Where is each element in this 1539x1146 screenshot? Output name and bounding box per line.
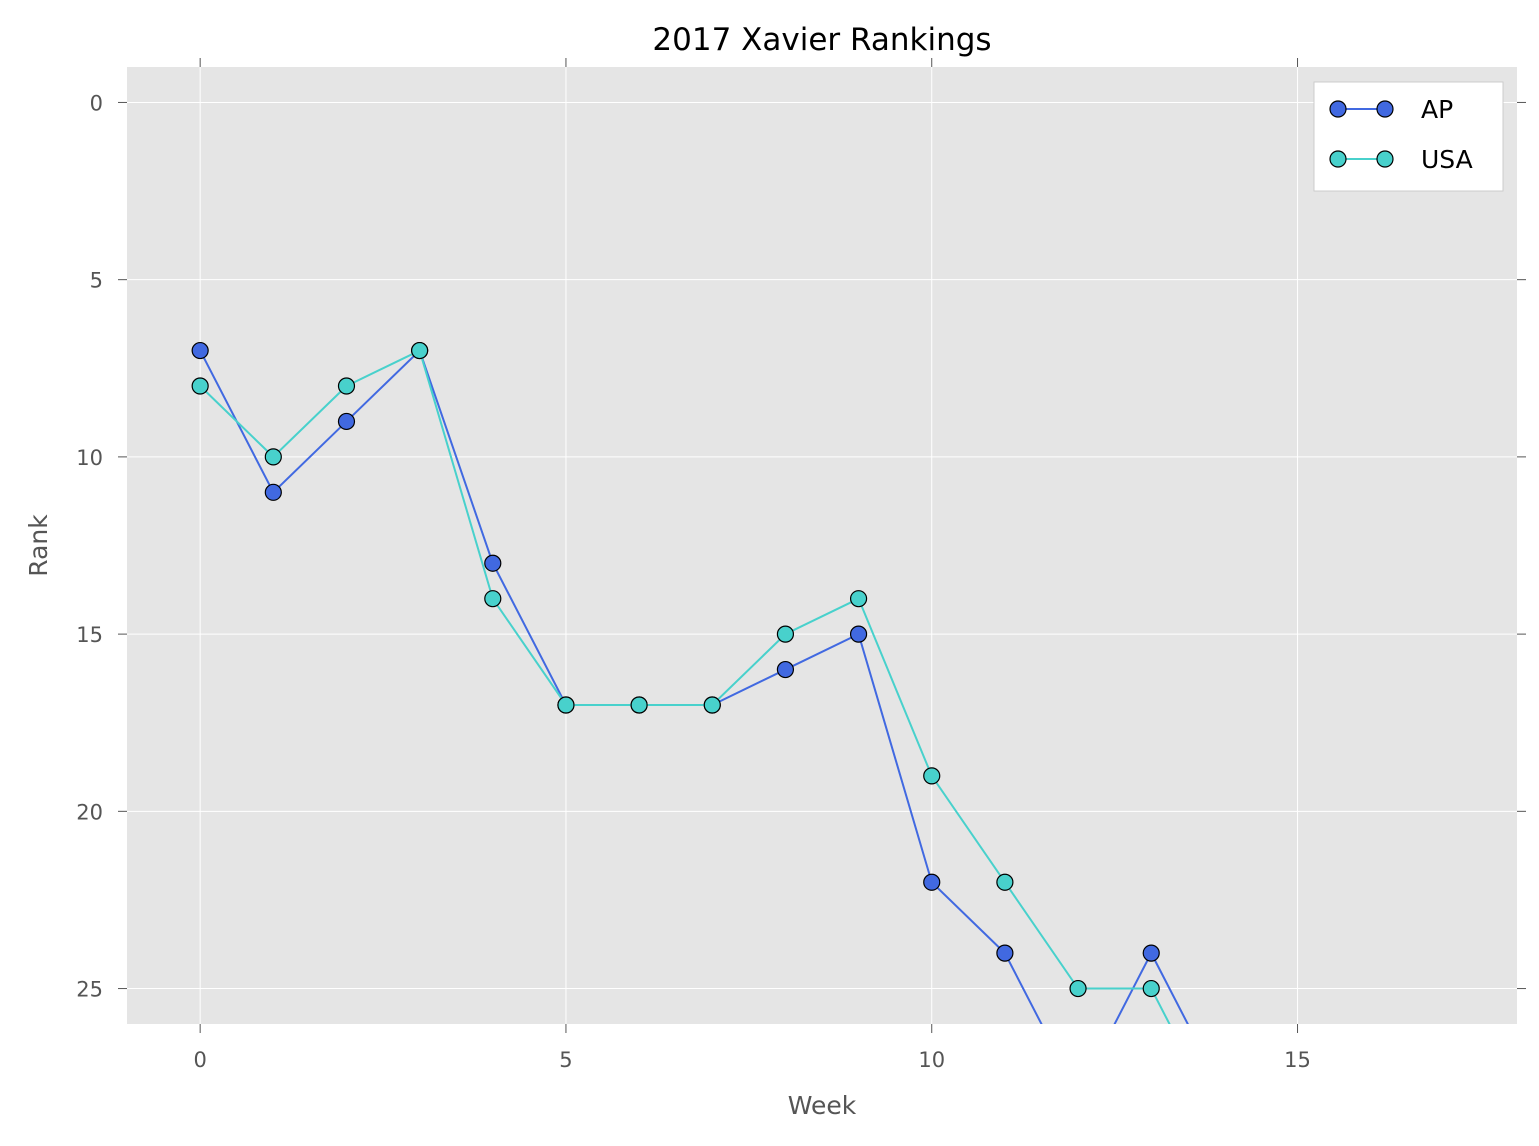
y-tick-label: 15 — [76, 623, 103, 647]
legend-marker — [1376, 100, 1394, 118]
data-point-usa — [557, 696, 575, 714]
series-usa — [191, 341, 1232, 1138]
data-point-usa — [630, 696, 648, 714]
data-point-ap — [1142, 944, 1160, 962]
legend-label: AP — [1421, 95, 1453, 124]
y-axis-label: Rank — [24, 514, 53, 577]
grid-lines — [127, 67, 1517, 1024]
data-point-usa — [703, 696, 721, 714]
data-point-usa — [264, 448, 282, 466]
x-axis-label: Week — [788, 1091, 857, 1120]
data-point-ap — [337, 412, 356, 431]
legend-item-usa: USA — [1329, 145, 1473, 174]
data-point-ap — [776, 660, 795, 679]
y-tick-label: 25 — [76, 978, 103, 1002]
data-point-usa — [776, 625, 795, 643]
y-tick-label: 0 — [90, 91, 103, 115]
data-point-ap — [264, 483, 282, 501]
data-point-usa — [996, 873, 1014, 891]
data-point-usa — [337, 377, 356, 395]
chart-title: 2017 Xavier Rankings — [652, 22, 991, 58]
x-tick-label: 5 — [559, 1048, 572, 1072]
data-point-usa — [849, 590, 868, 608]
data-point-usa — [411, 341, 429, 360]
data-point-ap — [191, 341, 209, 360]
axis-ticks: 0 5 10 15 0 5 10 15 20 25 — [76, 58, 1526, 1072]
x-tick-label: 10 — [918, 1048, 945, 1072]
data-point-ap — [923, 873, 941, 891]
chart-legend: AP USA — [1313, 81, 1504, 192]
data-point-ap — [484, 554, 502, 572]
legend-box — [1313, 81, 1504, 192]
data-point-usa — [1216, 1122, 1232, 1138]
x-tick-label: 0 — [193, 1048, 206, 1072]
data-point-usa — [484, 590, 502, 608]
legend-marker — [1329, 150, 1347, 168]
legend-marker — [1376, 150, 1394, 168]
legend-marker — [1329, 100, 1347, 118]
data-point-ap — [849, 625, 868, 643]
data-point-usa — [191, 377, 209, 395]
data-point-ap — [1070, 1087, 1086, 1103]
data-point-usa — [1069, 979, 1087, 998]
data-point-usa — [1142, 979, 1160, 998]
plot-area — [127, 67, 1517, 1024]
y-tick-label: 20 — [76, 800, 103, 824]
legend-item-ap: AP — [1329, 95, 1453, 124]
data-series — [191, 341, 1232, 1138]
y-tick-label: 10 — [76, 446, 103, 470]
data-point-usa — [923, 767, 941, 785]
legend-label: USA — [1421, 145, 1473, 174]
x-tick-label: 15 — [1284, 1048, 1311, 1072]
y-tick-label: 5 — [90, 269, 103, 293]
data-point-ap — [996, 944, 1014, 962]
data-point-ap — [1216, 1087, 1232, 1103]
